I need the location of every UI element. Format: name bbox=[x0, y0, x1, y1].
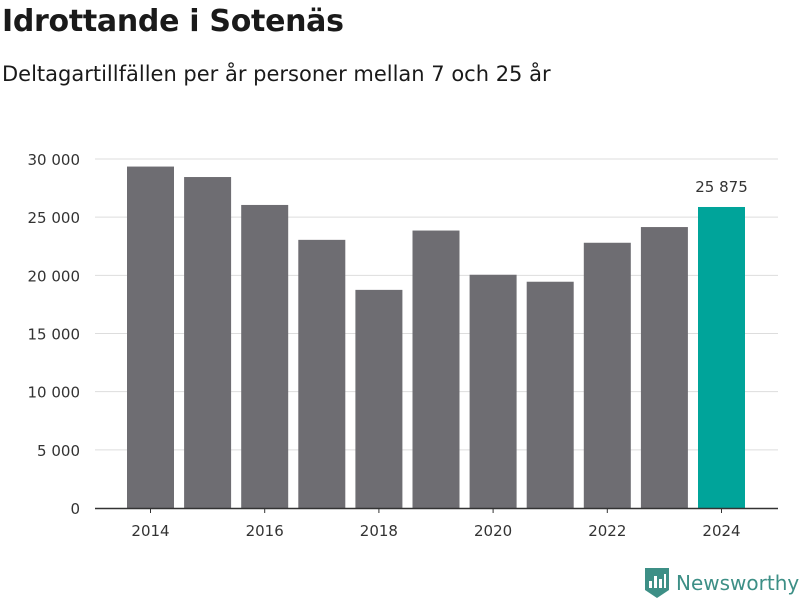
bar-2018 bbox=[355, 289, 403, 508]
y-tick-label: 0 bbox=[70, 500, 80, 518]
x-tick-label: 2014 bbox=[131, 522, 169, 540]
y-tick-label: 10 000 bbox=[28, 384, 81, 402]
y-tick-label: 25 000 bbox=[28, 209, 81, 227]
bar-2023 bbox=[640, 227, 688, 508]
bar-2022 bbox=[583, 242, 631, 508]
bar-2014 bbox=[127, 166, 174, 509]
bar-2019 bbox=[412, 230, 460, 509]
chart-subtitle: Deltagartillfällen per år personer mella… bbox=[2, 62, 551, 86]
brand-name: Newsworthy bbox=[676, 571, 800, 595]
y-tick-label: 5 000 bbox=[37, 442, 80, 460]
bar-2021 bbox=[526, 281, 574, 508]
x-tick-label: 2020 bbox=[474, 522, 512, 540]
y-tick-label: 15 000 bbox=[28, 326, 81, 344]
data-label: 25 875 bbox=[695, 178, 748, 196]
bar-2016 bbox=[241, 204, 289, 508]
newsworthy-brand: Newsworthy bbox=[645, 568, 799, 598]
y-tick-label: 20 000 bbox=[28, 267, 81, 285]
bar-2017 bbox=[298, 239, 346, 508]
x-tick-label: 2018 bbox=[360, 522, 398, 540]
y-tick-label: 30 000 bbox=[28, 151, 81, 169]
x-tick-label: 2024 bbox=[702, 522, 740, 540]
bar-2020 bbox=[469, 274, 517, 508]
chart-title: Idrottande i Sotenäs bbox=[2, 4, 344, 39]
x-tick-label: 2016 bbox=[246, 522, 284, 540]
newsworthy-logo-icon bbox=[645, 568, 669, 598]
x-tick-label: 2022 bbox=[588, 522, 626, 540]
bar-2015 bbox=[184, 177, 232, 508]
bar-2024 bbox=[698, 206, 745, 509]
